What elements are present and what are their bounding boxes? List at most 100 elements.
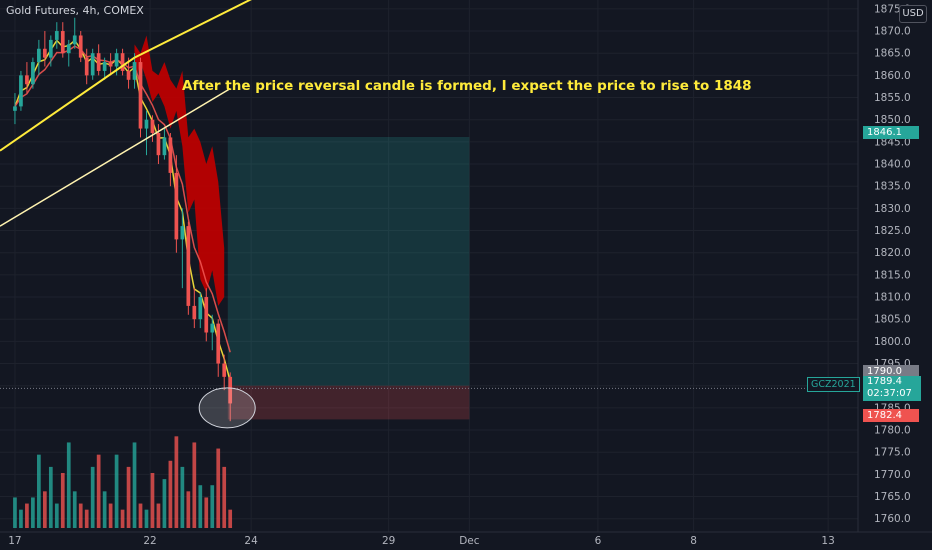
volume-bar (31, 497, 35, 528)
y-tick-label: 1845.0 (874, 136, 911, 148)
volume-bar (102, 491, 107, 528)
volume-bar (96, 454, 101, 528)
stop-price-tag: 1782.4 (863, 409, 919, 422)
candle-body (210, 323, 215, 333)
last-price-value: 1789.4 (867, 376, 902, 387)
long-position-tool[interactable] (0, 136, 858, 420)
candle-body (90, 53, 95, 76)
y-tick-label: 1800.0 (874, 336, 911, 348)
candle-body (162, 137, 167, 156)
candle-body (228, 376, 233, 404)
trend-drawings[interactable] (0, 0, 256, 429)
candle-body (66, 44, 71, 54)
cloud-band (134, 35, 225, 306)
symbol-legend[interactable]: Gold Futures, 4h, COMEX (6, 4, 144, 17)
candle-body (174, 172, 179, 240)
candle-body (132, 62, 137, 80)
profit-zone (227, 136, 470, 386)
candle-body (108, 62, 113, 67)
y-tick-label: 1815.0 (874, 269, 911, 281)
volume-bar (210, 485, 215, 528)
candle-body (102, 62, 107, 71)
candle-body (156, 133, 161, 156)
volume-bar (156, 503, 161, 528)
volume-bar (168, 460, 173, 528)
candles (13, 17, 233, 422)
candle-body (186, 226, 191, 306)
candle-body (48, 39, 53, 58)
volume-bar (25, 503, 29, 528)
volume-bar (120, 509, 125, 528)
candle-body (144, 119, 149, 129)
candle-body (19, 75, 23, 107)
candle-body (204, 297, 209, 333)
volume-bar (138, 503, 143, 528)
candle-body (198, 297, 203, 320)
price-axis-bg (858, 0, 932, 550)
volume-bar (216, 448, 221, 528)
candle-body (138, 62, 143, 129)
y-tick-label: 1820.0 (874, 247, 911, 259)
volume-bars (13, 436, 233, 528)
volume-bar (174, 436, 179, 528)
ichimoku-cloud (134, 35, 225, 306)
trend-line-lower (0, 56, 136, 152)
volume-bar (132, 442, 137, 528)
bar-countdown: 02:37:07 (867, 388, 912, 399)
candle-body (192, 305, 197, 320)
candle-body (216, 323, 221, 364)
volume-bar (48, 466, 53, 528)
x-tick-label: 29 (382, 535, 395, 547)
candle-body (180, 226, 185, 240)
candle-body (54, 31, 59, 40)
volume-bar (144, 509, 149, 528)
candle-body (60, 31, 65, 54)
volume-bar (222, 466, 227, 528)
volume-bar (66, 442, 71, 528)
price-axis[interactable]: 1875.01870.01865.01860.01855.01850.01845… (857, 0, 932, 550)
volume-bar (192, 442, 197, 528)
volume-bar (19, 509, 23, 528)
candle-body (37, 48, 41, 63)
candle-body (150, 119, 155, 133)
volume-bar (42, 491, 47, 528)
candle-body (13, 106, 17, 111)
candle-body (168, 137, 173, 173)
volume-bar (72, 491, 77, 528)
grid (0, 0, 858, 532)
volume-bar (84, 509, 89, 528)
candle-body (114, 53, 119, 67)
volume-bar (78, 503, 83, 528)
x-tick-label: 6 (595, 535, 602, 547)
candle-body (25, 75, 29, 85)
candle-body (126, 70, 131, 80)
volume-bar (198, 485, 203, 528)
trend-line-upper (134, 0, 252, 59)
volume-bar (60, 473, 65, 528)
x-tick-label: 8 (690, 535, 697, 547)
y-tick-label: 1840.0 (874, 159, 911, 171)
time-axis[interactable]: 17 22 24 29 Dec 6 8 13 (0, 531, 932, 547)
volume-bar (186, 491, 191, 528)
y-tick-label: 1775.0 (874, 447, 911, 459)
analysis-annotation[interactable]: After the price reversal candle is forme… (182, 78, 752, 94)
y-tick-label: 1850.0 (874, 114, 911, 126)
currency-button[interactable]: USD (899, 5, 927, 23)
x-tick-label: 24 (244, 535, 258, 547)
volume-bar (180, 466, 185, 528)
candle-body (31, 62, 35, 85)
reversal-highlight-circle (198, 387, 256, 429)
x-tick-label: 22 (143, 535, 156, 547)
x-tick-label: Dec (459, 535, 480, 547)
y-tick-label: 1860.0 (874, 70, 911, 82)
volume-bar (37, 454, 41, 528)
y-tick-label: 1865.0 (874, 48, 911, 60)
volume-bar (228, 509, 233, 528)
x-tick-label: 17 (8, 535, 21, 547)
candle-body (78, 35, 83, 58)
candle-body (120, 53, 125, 71)
volume-bar (204, 497, 209, 528)
candle-body (42, 48, 47, 58)
volume-bar (90, 466, 95, 528)
